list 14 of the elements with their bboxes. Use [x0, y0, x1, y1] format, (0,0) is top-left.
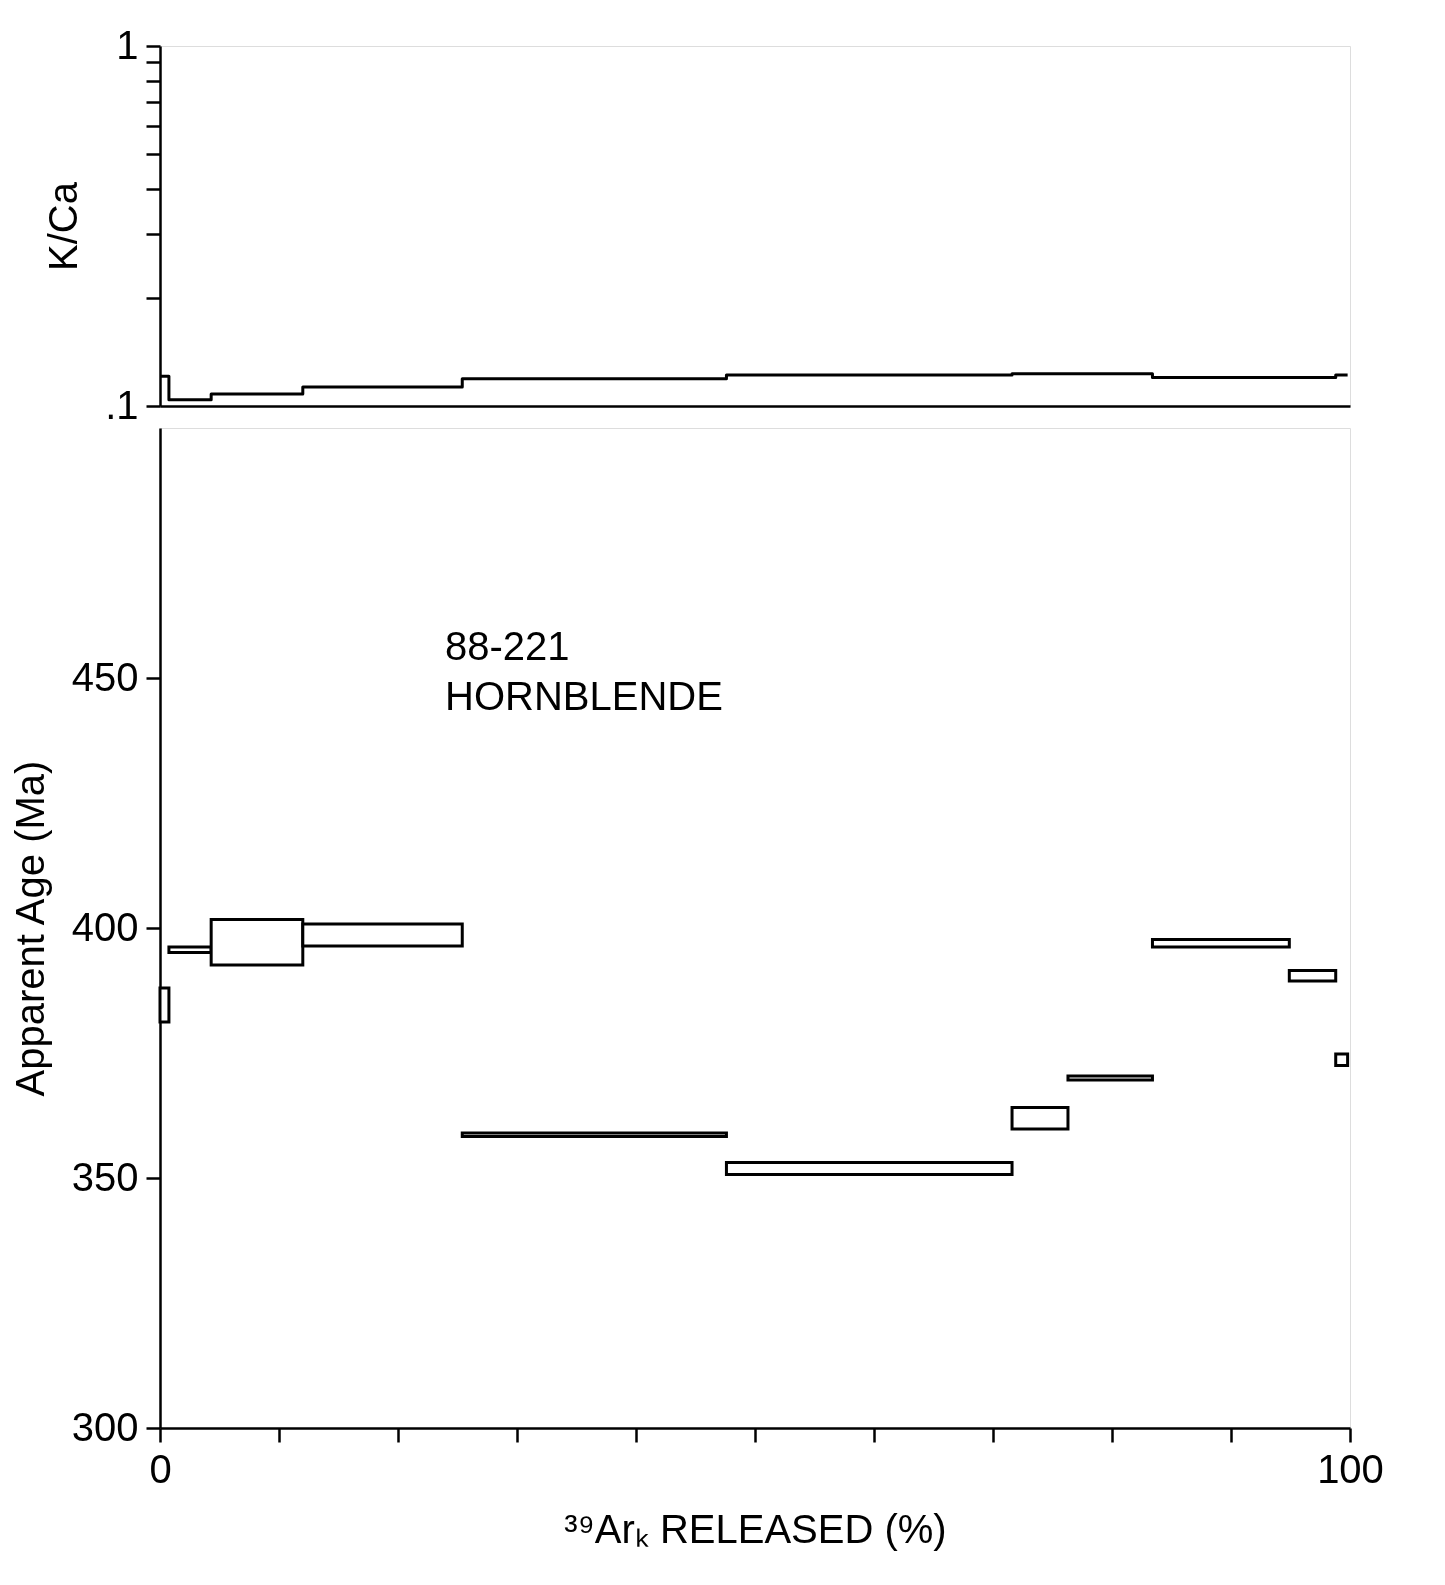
annotation: 88-221 — [445, 624, 570, 668]
y-axis-title: Apparent Age (Ma) — [7, 760, 52, 1097]
x-axis-title: ³⁹Arₖ RELEASED (%) — [564, 1506, 947, 1551]
y-tick-label: 1 — [116, 22, 139, 67]
x-tick-label: 100 — [1317, 1446, 1384, 1491]
y-tick-label: 300 — [71, 1404, 139, 1449]
y-tick-label: 350 — [71, 1154, 139, 1199]
annotation: HORNBLENDE — [445, 674, 723, 718]
bar — [1066, 1074, 1154, 1082]
x-tick-label: 0 — [149, 1446, 172, 1491]
y-tick-label: 450 — [71, 654, 139, 699]
y-axis-title: K/Ca — [41, 181, 86, 271]
y-tick-label: 400 — [71, 904, 139, 949]
y-tick-label: .1 — [105, 382, 139, 427]
